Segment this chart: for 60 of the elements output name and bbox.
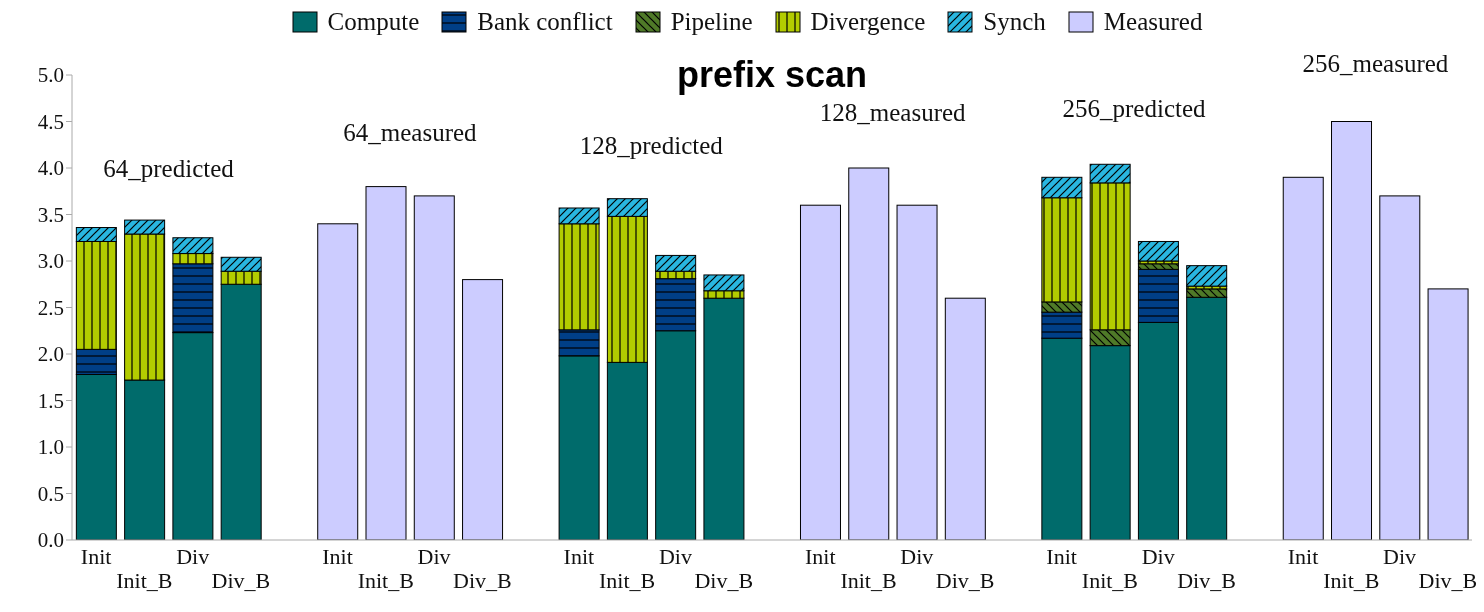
legend-label: Compute xyxy=(326,8,420,36)
legend-label: Pipeline xyxy=(669,8,753,36)
x-tick-label: Init_B xyxy=(840,568,897,593)
bar xyxy=(1282,176,1324,540)
y-tick-label: 4.5 xyxy=(37,109,64,134)
legend-label: Bank conflict xyxy=(476,8,613,36)
legend-label: Synch xyxy=(982,8,1046,36)
bar xyxy=(462,279,504,540)
x-tick-label: Div xyxy=(1141,544,1175,569)
bar xyxy=(317,223,359,540)
annotation: 128_measured xyxy=(819,99,967,127)
x-tick-label: Div xyxy=(658,544,692,569)
annotation: 256_measured xyxy=(1302,50,1449,78)
bar xyxy=(365,186,407,540)
bar xyxy=(799,204,841,540)
x-tick-label: Init xyxy=(322,544,353,569)
y-tick-label: 4.0 xyxy=(37,156,64,181)
y-tick-label: 1.5 xyxy=(37,388,64,413)
x-tick-label: Init_B xyxy=(116,568,173,593)
bar xyxy=(896,204,938,540)
bar xyxy=(1379,195,1421,540)
x-tick-label: Div_B xyxy=(935,568,995,593)
x-tick-label: Init xyxy=(563,544,595,569)
x-tick-label: Div_B xyxy=(1418,568,1478,593)
chart-title: prefix scan xyxy=(676,54,868,95)
x-tick-label: Init_B xyxy=(1081,568,1139,593)
x-tick-label: Init xyxy=(1287,544,1319,569)
y-tick-label: 0.5 xyxy=(37,481,64,506)
x-tick-label: Div_B xyxy=(694,568,754,593)
x-tick-label: Div xyxy=(417,544,451,569)
bar xyxy=(944,297,986,540)
x-tick-label: Init_B xyxy=(357,568,414,593)
y-tick-label: 1.0 xyxy=(37,435,64,460)
x-tick-label: Init_B xyxy=(599,568,656,593)
x-tick-label: Div_B xyxy=(453,568,512,593)
x-tick-label: Init_B xyxy=(1323,568,1380,593)
annotation: 256_predicted xyxy=(1062,95,1207,123)
x-tick-label: Div xyxy=(1383,544,1417,569)
x-tick-label: Init xyxy=(804,544,836,569)
annotation: 128_predicted xyxy=(579,131,724,159)
legend-label: Measured xyxy=(1102,8,1203,36)
x-tick-label: Div xyxy=(900,544,934,569)
bar xyxy=(848,167,890,540)
x-tick-label: Div_B xyxy=(1177,568,1236,593)
x-tick-label: Init xyxy=(80,544,112,569)
bar xyxy=(413,195,455,540)
y-tick-label: 3.5 xyxy=(37,202,64,227)
annotation: 64_measured xyxy=(343,119,478,147)
legend-label: Divergence xyxy=(809,8,926,36)
x-tick-label: Div xyxy=(176,544,210,569)
y-tick-label: 5.0 xyxy=(37,63,64,88)
y-tick-label: 2.5 xyxy=(37,295,64,320)
y-tick-label: 2.0 xyxy=(37,342,64,367)
y-tick-label: 0.0 xyxy=(37,528,64,553)
x-tick-label: Init xyxy=(1046,544,1077,569)
annotation: 64_predicted xyxy=(103,154,235,182)
x-tick-label: Div_B xyxy=(211,568,271,593)
y-tick-label: 3.0 xyxy=(37,249,64,274)
bar xyxy=(1331,121,1373,540)
bar xyxy=(1427,288,1469,540)
